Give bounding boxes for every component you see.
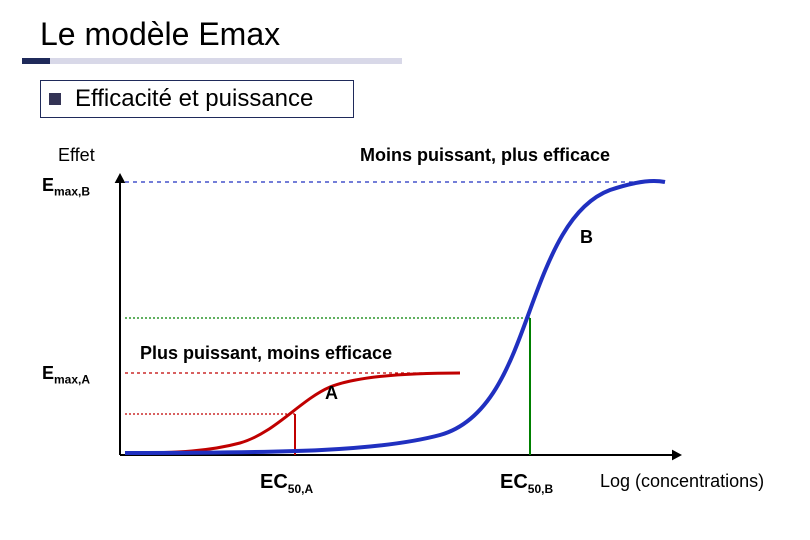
emax-b-label: Emax,B [42,175,90,199]
x-axis-label: Log (concentrations) [600,471,764,492]
curve-b-label: B [580,227,593,248]
chart-svg [40,135,780,505]
y-axis-label: Effet [58,145,95,166]
annotation-top: Moins puissant, plus efficace [360,145,610,166]
bullet-text: Efficacité et puissance [75,85,313,113]
ec50-a-label: EC50,A [260,471,313,496]
bullet-item: Efficacité et puissance [40,80,354,118]
ec50-b-label: EC50,B [500,471,553,496]
page-title: Le modèle Emax [40,16,280,53]
curve-a-label: A [325,383,338,404]
emax-chart: Effet Moins puissant, plus efficace Emax… [40,135,780,505]
bullet-square-icon [49,93,61,105]
annotation-mid: Plus puissant, moins efficace [140,343,392,364]
accent-bar [22,58,402,64]
emax-a-label: Emax,A [42,363,90,387]
